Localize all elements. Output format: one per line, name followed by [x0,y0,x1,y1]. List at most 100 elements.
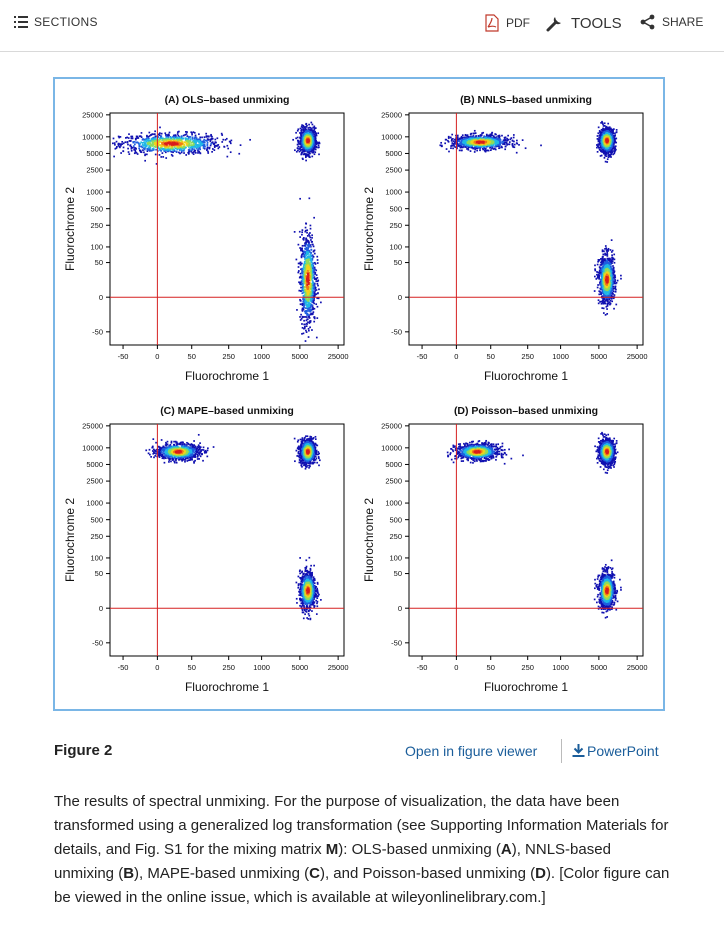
x-tick-label: 0 [454,663,458,672]
cluster-points [145,433,322,621]
y-tick-label: 100 [389,554,402,563]
y-tick-label: 5000 [385,460,402,469]
pdf-button[interactable]: PDF [484,14,530,32]
panel-title: (D) Poisson–based unmixing [454,405,598,417]
y-tick-label: 500 [389,204,402,213]
x-tick-label: 0 [454,352,458,361]
x-tick-label: 250 [222,663,235,672]
y-tick-label: -50 [92,638,103,647]
caption-text: ). [Color figure can be viewed in the on… [54,865,670,906]
x-tick-label: 250 [521,663,534,672]
caption-bold-ref: M [325,841,339,858]
x-tick-label: 250 [222,352,235,361]
y-tick-label: 0 [99,604,103,613]
y-axis-label: Fluorochrome 2 [63,498,77,582]
y-tick-label: 250 [389,221,402,230]
y-tick-label: 5000 [86,460,103,469]
y-tick-label: 250 [90,532,103,541]
y-tick-label: 5000 [86,149,103,158]
scatter-plots-figure: (A) OLS–based unmixing-50 0 50 250 1000 5000 2… [63,94,648,694]
x-tick-label: 5000 [292,352,309,361]
article-toolbar: SECTIONS PDF TOOLS SHARE [0,0,724,52]
y-tick-label: 0 [99,293,103,302]
figure-label: Figure 2 [54,742,113,759]
pdf-label: PDF [506,16,530,30]
download-icon [572,744,585,758]
x-tick-label: 50 [487,663,495,672]
x-axis-label: Fluorochrome 1 [484,369,568,383]
y-tick-label: 25000 [381,421,402,430]
x-axis-label: Fluorochrome 1 [484,680,568,694]
tools-label: TOOLS [571,14,622,32]
y-tick-label: 50 [95,258,103,267]
x-tick-label: -50 [118,663,129,672]
caption-text: ): OLS-based unmixing ( [338,841,501,858]
share-button[interactable]: SHARE [640,14,703,30]
figure-image[interactable]: (A) OLS–based unmixing -50 0 50 250 1000 5000 2… [53,77,665,711]
y-tick-label: 100 [90,243,103,252]
y-tick-label: -50 [92,327,103,336]
cluster-points [112,121,322,342]
cluster-points [446,431,622,619]
x-tick-label: 5000 [591,352,608,361]
caption-bold-ref: A [500,841,512,858]
wrench-icon [545,13,565,33]
x-tick-label: 50 [487,352,495,361]
caption-text: The results of spectral unmixing. For th… [54,793,669,858]
y-tick-label: 10000 [82,443,103,452]
y-tick-label: 25000 [82,110,103,119]
x-tick-label: 50 [188,352,196,361]
y-tick-label: 100 [389,243,402,252]
y-tick-label: 50 [394,258,402,267]
plot-frame [109,423,345,657]
y-tick-label: 500 [389,515,402,524]
panel-title: (A) OLS–based unmixing [165,94,290,106]
caption-bold-ref: C [309,865,320,882]
y-tick-label: 10000 [381,132,402,141]
y-tick-label: 2500 [86,477,103,486]
cluster-points [439,120,622,316]
y-axis-label: Fluorochrome 2 [63,187,77,271]
x-tick-label: 1000 [552,352,569,361]
share-icon [640,14,656,30]
caption-text: ), and Poisson-based unmixing ( [319,865,536,882]
x-tick-label: 1000 [253,663,270,672]
caption-text: ), NNLS-based unmixing ( [54,841,611,882]
y-tick-label: 250 [389,532,402,541]
y-tick-label: 0 [398,293,402,302]
x-tick-label: -50 [417,663,428,672]
sections-label: SECTIONS [34,15,98,29]
x-tick-label: 1000 [253,352,270,361]
caption-text: ), MAPE-based unmixing ( [134,865,310,882]
y-tick-label: 2500 [385,166,402,175]
plot-frame [408,112,644,346]
powerpoint-link[interactable]: PowerPoint [572,743,659,759]
y-tick-label: 1000 [385,499,402,508]
link-divider [561,739,562,763]
sections-menu[interactable]: SECTIONS [14,15,98,29]
share-label: SHARE [662,15,704,29]
x-axis-label: Fluorochrome 1 [185,369,269,383]
y-tick-label: 500 [90,204,103,213]
y-tick-label: 50 [394,569,402,578]
y-tick-label: -50 [391,638,402,647]
plot-frame [408,423,644,657]
y-tick-label: 2500 [385,477,402,486]
open-figure-viewer-link[interactable]: Open in figure viewer [405,743,538,759]
x-tick-label: 25000 [627,352,648,361]
powerpoint-label: PowerPoint [587,743,659,759]
x-tick-label: 0 [155,352,159,361]
x-tick-label: 0 [155,663,159,672]
scatter-panel: (C) MAPE–based unmixing-50 0 50 250 1000 5000… [63,405,349,694]
x-tick-label: 1000 [552,663,569,672]
y-tick-label: 1000 [86,499,103,508]
list-icon [14,16,28,28]
caption-bold-ref: B [123,865,135,882]
y-tick-label: 100 [90,554,103,563]
y-tick-label: 5000 [385,149,402,158]
x-tick-label: 50 [188,663,196,672]
y-tick-label: 1000 [385,188,402,197]
tools-button[interactable]: TOOLS [545,13,622,33]
y-tick-label: -50 [391,327,402,336]
x-tick-label: 5000 [292,663,309,672]
